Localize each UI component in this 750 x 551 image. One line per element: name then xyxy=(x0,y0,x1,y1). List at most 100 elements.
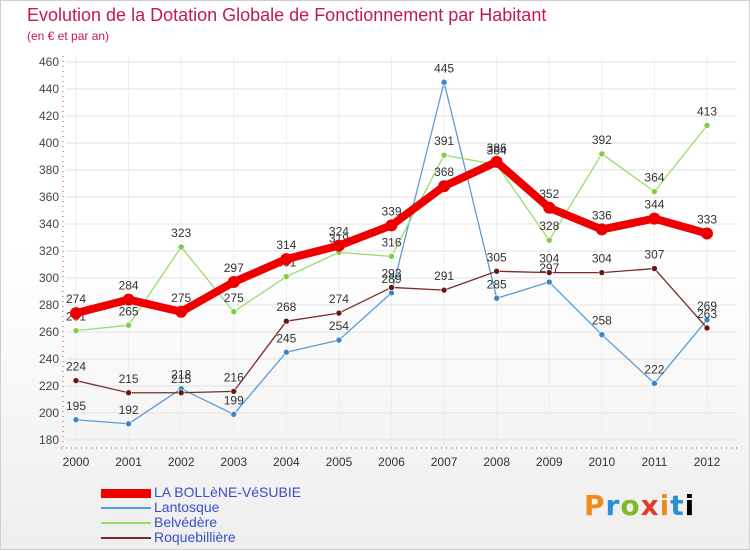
data-label: 245 xyxy=(276,331,296,345)
data-point xyxy=(175,305,188,318)
data-point xyxy=(651,379,658,387)
x-tick-label: 2001 xyxy=(115,455,142,469)
data-point xyxy=(230,308,238,316)
legend-label: Belvédère xyxy=(154,514,218,530)
y-tick-label: 180 xyxy=(39,433,59,447)
data-point xyxy=(703,316,711,324)
y-tick-label: 240 xyxy=(39,352,59,366)
legend-label: LA BOLLèNE-VéSUBIE xyxy=(154,484,302,500)
y-tick-label: 420 xyxy=(39,109,59,123)
x-tick-label: 2005 xyxy=(326,455,353,469)
data-label: 285 xyxy=(487,277,507,291)
data-label: 344 xyxy=(644,198,664,212)
x-tick-label: 2010 xyxy=(588,455,615,469)
data-label: 268 xyxy=(276,300,296,314)
chart-subtitle: (en € et par an) xyxy=(27,29,110,43)
legend-swatch xyxy=(101,537,151,539)
data-point xyxy=(283,348,290,356)
data-point xyxy=(125,389,132,397)
y-tick-label: 440 xyxy=(39,82,59,96)
data-point xyxy=(385,219,398,232)
data-label: 386 xyxy=(487,141,507,155)
data-point xyxy=(280,253,293,266)
proxiti-logo: Proxiti xyxy=(584,489,695,522)
data-point xyxy=(493,267,500,275)
logo-letter: i xyxy=(684,489,696,522)
data-label: 336 xyxy=(592,208,612,222)
data-point xyxy=(125,420,132,428)
data-label: 339 xyxy=(381,204,401,218)
data-point xyxy=(440,151,448,159)
y-tick-label: 280 xyxy=(39,298,59,312)
data-point xyxy=(701,227,713,240)
data-label: 392 xyxy=(592,133,612,147)
data-point xyxy=(72,377,80,384)
data-label: 305 xyxy=(487,250,507,264)
data-point xyxy=(283,273,290,280)
data-label: 195 xyxy=(66,399,86,413)
data-label: 297 xyxy=(539,261,559,275)
data-label: 304 xyxy=(592,252,612,266)
y-tick-label: 300 xyxy=(39,271,59,285)
logo-letter: P xyxy=(584,489,606,522)
data-point xyxy=(70,307,82,320)
data-point xyxy=(230,388,238,395)
logo-letter: i xyxy=(659,489,671,522)
data-label: 314 xyxy=(276,238,296,252)
data-point xyxy=(595,223,608,236)
data-label: 324 xyxy=(329,225,349,239)
data-label: 323 xyxy=(171,226,191,240)
legend-swatch xyxy=(101,488,151,498)
data-label: 391 xyxy=(434,134,454,148)
data-label: 413 xyxy=(697,104,717,118)
data-label: 269 xyxy=(697,299,717,313)
data-label: 328 xyxy=(539,219,559,233)
data-point xyxy=(543,201,556,214)
legend-swatch xyxy=(101,522,151,524)
data-point xyxy=(122,293,135,306)
data-label: 274 xyxy=(66,292,86,306)
data-point xyxy=(125,321,132,329)
logo-letter: x xyxy=(640,489,660,522)
data-point xyxy=(545,236,553,244)
data-label: 192 xyxy=(119,403,139,417)
data-point xyxy=(388,253,395,260)
data-point xyxy=(703,122,711,129)
x-tick-label: 2011 xyxy=(642,455,668,469)
data-label: 265 xyxy=(119,304,139,318)
x-tick-label: 2000 xyxy=(63,455,90,469)
data-point xyxy=(230,411,238,418)
data-point xyxy=(388,284,395,291)
y-tick-label: 400 xyxy=(39,136,59,150)
data-label: 352 xyxy=(539,187,559,201)
data-label: 291 xyxy=(434,269,454,283)
legend-label: Lantosque xyxy=(154,499,220,515)
data-label: 215 xyxy=(171,372,191,386)
legend-label: Roquebillière xyxy=(154,529,236,545)
data-label: 275 xyxy=(171,291,191,305)
data-label: 316 xyxy=(381,235,401,249)
data-point xyxy=(283,317,290,325)
data-point xyxy=(545,269,553,276)
data-label: 224 xyxy=(66,360,86,374)
data-label: 297 xyxy=(224,261,244,275)
y-tick-label: 200 xyxy=(39,406,59,420)
data-point xyxy=(72,416,80,424)
x-tick-label: 2002 xyxy=(168,455,195,469)
data-label: 218 xyxy=(171,368,191,382)
data-label: 289 xyxy=(381,272,401,286)
y-tick-label: 220 xyxy=(39,379,59,393)
x-tick-label: 2003 xyxy=(220,455,247,469)
y-tick-label: 360 xyxy=(39,190,59,204)
data-label: 254 xyxy=(329,319,349,333)
data-point xyxy=(598,150,606,158)
x-tick-label: 2009 xyxy=(536,455,563,469)
legend-swatch xyxy=(101,507,151,509)
data-point xyxy=(438,180,451,193)
data-label: 333 xyxy=(697,212,717,226)
chart-title: Evolution de la Dotation Globale de Fonc… xyxy=(27,5,547,25)
y-tick-label: 320 xyxy=(39,244,59,258)
y-tick-label: 380 xyxy=(39,163,59,177)
data-label: 293 xyxy=(381,266,401,280)
